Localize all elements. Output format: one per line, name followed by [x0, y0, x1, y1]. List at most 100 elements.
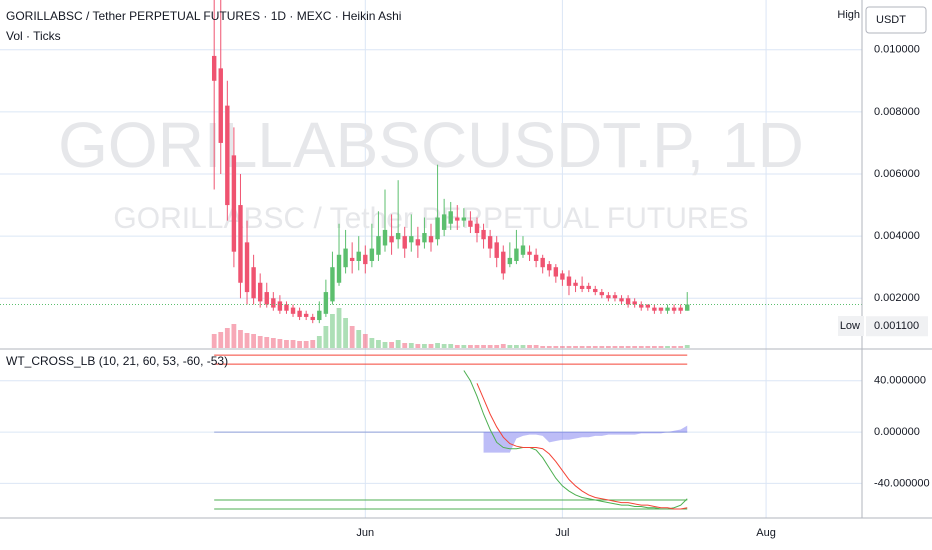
- candle-body: [310, 316, 315, 321]
- volume-bar: [251, 334, 257, 348]
- indicator-title: WT_CROSS_LB (10, 21, 60, 53, -60, -53): [6, 354, 228, 368]
- volume-bar: [435, 343, 440, 348]
- candle-body: [606, 295, 611, 299]
- volume-bar: [284, 340, 289, 348]
- candle-body: [560, 273, 565, 280]
- volume-bar: [638, 346, 644, 348]
- volume-bar: [560, 346, 565, 348]
- candle-body: [533, 254, 539, 261]
- candle-body: [297, 310, 302, 317]
- volume-bar: [514, 345, 519, 348]
- volume-bar: [468, 345, 473, 348]
- candle-body: [625, 298, 631, 305]
- volume-bar: [625, 346, 631, 348]
- candle-body: [461, 217, 467, 221]
- low-label: Low: [840, 320, 860, 332]
- candle-body: [671, 307, 677, 311]
- y-tick-label: 0.008000: [874, 106, 920, 118]
- y-tick-label: 0.000000: [874, 426, 920, 438]
- indicator-line: [463, 370, 688, 510]
- volume-bar: [448, 344, 454, 348]
- volume-bar: [533, 345, 539, 348]
- volume-bar: [303, 341, 309, 348]
- candle-body: [264, 292, 269, 305]
- candle-body: [514, 248, 519, 261]
- candle-body: [474, 223, 480, 234]
- marks-layer: [0, 0, 862, 510]
- watermark: GORILLABSCUSDT.P, 1D: [58, 109, 804, 181]
- volume-bar: [323, 326, 329, 348]
- currency-label: USDT: [876, 14, 906, 26]
- volume-bar: [356, 330, 362, 348]
- volume-bar: [546, 346, 552, 348]
- volume-bar: [579, 346, 585, 348]
- candle-body: [658, 307, 664, 311]
- candle-body: [501, 251, 506, 274]
- volume-bar: [494, 345, 500, 348]
- candle-body: [284, 304, 289, 311]
- candle-body: [389, 236, 394, 243]
- y-tick-label: 0.010000: [874, 44, 920, 56]
- candle-body: [317, 310, 322, 321]
- volume-bar: [527, 345, 532, 348]
- volume-bar: [330, 314, 335, 348]
- volume-bar: [612, 346, 618, 348]
- volume-bar: [376, 340, 381, 348]
- volume-bar: [389, 342, 394, 348]
- candle-body: [323, 292, 329, 314]
- candle-body: [553, 267, 559, 277]
- volume-bar: [408, 343, 414, 348]
- candle-body: [330, 267, 335, 302]
- candle-body: [363, 254, 368, 265]
- volume-bar: [566, 346, 572, 348]
- candle-body: [593, 288, 598, 293]
- candle-body: [632, 301, 637, 305]
- volume-bar: [507, 345, 513, 348]
- y-tick-label: 0.006000: [874, 168, 920, 180]
- candle-body: [678, 307, 683, 311]
- candle-body: [244, 242, 250, 293]
- candle-body: [599, 292, 605, 296]
- x-tick-label: Aug: [756, 527, 776, 539]
- volume-bar: [244, 333, 250, 348]
- volume-bar: [441, 344, 447, 348]
- volume-bar: [573, 346, 578, 348]
- volume-bar: [645, 346, 651, 348]
- candle-body: [586, 285, 591, 289]
- volume-bar: [500, 344, 506, 348]
- candle-body: [645, 304, 651, 308]
- candle-body: [573, 282, 578, 286]
- volume-bar: [402, 343, 408, 348]
- candle-body: [218, 68, 223, 143]
- candle-body: [520, 245, 526, 255]
- candle-body: [257, 282, 263, 302]
- volume-bar: [369, 338, 375, 348]
- high-label: High: [837, 9, 860, 21]
- candle-body: [251, 267, 256, 299]
- candle-body: [382, 229, 388, 246]
- currency-box[interactable]: [865, 6, 927, 34]
- volume-bar: [349, 326, 355, 348]
- candle-body: [428, 236, 434, 243]
- volume-bar: [224, 328, 230, 348]
- volume-bar: [481, 345, 486, 348]
- volume-bar: [218, 332, 224, 348]
- histogram-area: [483, 425, 688, 453]
- candle-body: [435, 217, 440, 240]
- volume-bar: [665, 346, 670, 348]
- volume-bar: [297, 341, 302, 348]
- volume-bar: [671, 346, 677, 348]
- candle-body: [494, 242, 499, 258]
- chart-subtitle: Vol · Ticks: [6, 29, 61, 43]
- candle-body: [487, 236, 493, 249]
- candle-body: [481, 229, 486, 240]
- volume-bar: [382, 342, 388, 348]
- y-tick-label: 40.000000: [874, 375, 926, 387]
- volume-bar: [422, 344, 427, 348]
- low-label-box: [838, 316, 864, 336]
- volume-bar: [592, 346, 598, 348]
- x-tick-label: Jun: [356, 527, 374, 539]
- candle-body: [415, 239, 421, 246]
- volume-bar: [316, 336, 322, 348]
